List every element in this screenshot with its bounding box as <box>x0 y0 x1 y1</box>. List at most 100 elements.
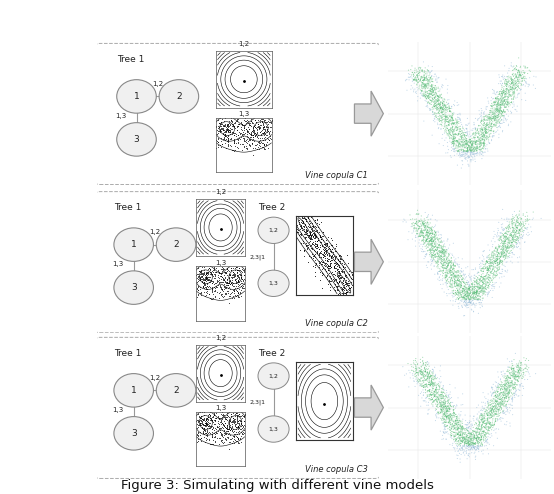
Point <box>438 389 447 397</box>
Point <box>490 106 499 114</box>
Point <box>486 120 495 128</box>
Point <box>500 102 509 110</box>
Point <box>474 285 483 293</box>
Point <box>469 129 478 137</box>
Point <box>430 392 439 400</box>
Point <box>480 404 489 412</box>
Point <box>448 265 457 273</box>
Point <box>429 103 438 111</box>
Point <box>425 374 434 382</box>
Point <box>423 387 432 395</box>
Point <box>491 106 500 114</box>
Point <box>418 357 427 365</box>
Point <box>511 380 520 388</box>
Point <box>471 145 480 153</box>
Point <box>463 427 472 435</box>
Point <box>444 262 453 270</box>
Point <box>424 395 433 403</box>
Point <box>442 104 451 112</box>
Point <box>423 66 432 74</box>
Point <box>425 77 434 85</box>
Point <box>418 90 427 98</box>
Point <box>445 423 454 431</box>
Point <box>488 115 497 123</box>
Point <box>481 134 490 142</box>
Point <box>421 385 430 393</box>
Point <box>475 442 484 450</box>
Point <box>475 437 484 445</box>
Point <box>417 67 426 75</box>
Point <box>488 108 497 116</box>
Point <box>515 239 524 247</box>
Point <box>449 402 458 410</box>
Point <box>499 244 507 251</box>
Point <box>480 422 489 430</box>
Point <box>499 94 508 102</box>
Point <box>448 291 456 299</box>
Point <box>427 96 435 104</box>
Point <box>443 131 452 139</box>
Point <box>512 241 521 248</box>
Point <box>424 372 433 380</box>
Point <box>430 239 439 247</box>
Point <box>503 247 512 254</box>
Point <box>456 430 465 438</box>
Point <box>513 236 522 244</box>
Point <box>409 71 418 79</box>
Point <box>443 261 452 269</box>
Point <box>427 252 436 260</box>
Point <box>506 75 515 82</box>
Point <box>465 137 474 145</box>
Point <box>473 276 481 284</box>
Point <box>483 412 492 419</box>
Point <box>435 393 444 401</box>
Point <box>421 208 430 216</box>
Point <box>424 380 433 388</box>
Point <box>475 143 484 151</box>
Point <box>455 417 464 425</box>
Point <box>473 129 482 137</box>
Point <box>456 293 465 301</box>
Point <box>462 289 471 297</box>
Point <box>512 222 521 230</box>
Point <box>442 113 451 121</box>
Point <box>477 115 486 123</box>
Point <box>427 244 436 251</box>
Point <box>490 392 499 400</box>
Point <box>466 132 475 140</box>
Point <box>459 139 468 147</box>
Point <box>438 116 447 124</box>
Point <box>451 144 460 152</box>
Point <box>505 86 514 94</box>
Point <box>511 80 520 88</box>
Point <box>416 63 424 71</box>
Point <box>511 368 520 375</box>
Point <box>487 400 496 408</box>
Point <box>424 234 433 242</box>
Point <box>499 89 507 97</box>
Point <box>491 415 500 423</box>
Point <box>450 279 459 287</box>
Point <box>470 137 479 145</box>
Point <box>525 81 534 89</box>
Point <box>441 106 450 114</box>
Point <box>470 150 479 158</box>
Point <box>466 435 475 443</box>
Point <box>508 397 517 405</box>
Point <box>494 117 502 124</box>
Point <box>439 98 448 106</box>
Point <box>448 128 457 136</box>
Point <box>430 102 439 110</box>
Point <box>470 433 479 441</box>
Point <box>482 433 491 441</box>
Point <box>420 222 429 230</box>
Point <box>476 436 485 444</box>
Point <box>509 79 518 87</box>
Point <box>489 121 498 128</box>
Point <box>491 255 500 263</box>
Point <box>510 79 519 87</box>
Point <box>443 425 452 433</box>
Point <box>491 417 500 425</box>
Point <box>430 387 439 395</box>
Point <box>444 270 453 278</box>
